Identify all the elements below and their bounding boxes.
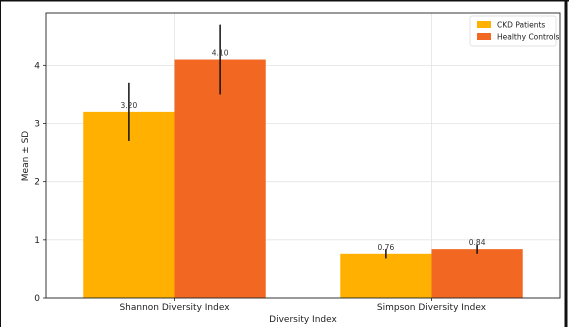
x-tick-label: Shannon Diversity Index bbox=[119, 303, 230, 313]
bars bbox=[83, 59, 523, 299]
y-axis-label: Mean ± SD bbox=[21, 131, 31, 181]
x-tick-label: Simpson Diversity Index bbox=[377, 303, 487, 313]
bar-healthy-controls-1 bbox=[431, 249, 523, 298]
y-tick-label: 1 bbox=[34, 236, 40, 246]
y-tick-label: 3 bbox=[34, 120, 40, 130]
plot-area-frame bbox=[45, 12, 561, 299]
legend-swatch-healthy-controls bbox=[477, 33, 491, 40]
error-bars bbox=[128, 24, 478, 259]
bar-ckd-patients-0 bbox=[83, 111, 175, 298]
data-label: 0.76 bbox=[378, 243, 395, 252]
data-labels: 3.20 4.10 0.76 0.84 bbox=[121, 49, 486, 252]
y-axis-ticks: 0 1 2 3 4 bbox=[34, 61, 46, 304]
data-label: 3.20 bbox=[121, 101, 138, 110]
y-tick-label: 2 bbox=[34, 178, 40, 188]
x-axis-ticks: Shannon Diversity Index Simpson Diversity… bbox=[119, 298, 487, 313]
legend-label-healthy-controls: Healthy Controls bbox=[497, 33, 560, 42]
y-tick-label: 4 bbox=[34, 61, 40, 71]
legend-box bbox=[469, 15, 557, 47]
x-axis-label: Diversity Index bbox=[269, 315, 337, 325]
y-tick-label: 0 bbox=[34, 294, 40, 304]
legend-label-ckd-patients: CKD Patients bbox=[497, 21, 545, 30]
data-label: 0.84 bbox=[469, 238, 486, 247]
bar-ckd-patients-1 bbox=[340, 253, 432, 298]
legend: CKD Patients Healthy Controls bbox=[469, 15, 560, 47]
bar-healthy-controls-0 bbox=[174, 59, 266, 299]
data-label: 4.10 bbox=[212, 49, 229, 58]
legend-swatch-ckd-patients bbox=[477, 21, 491, 28]
